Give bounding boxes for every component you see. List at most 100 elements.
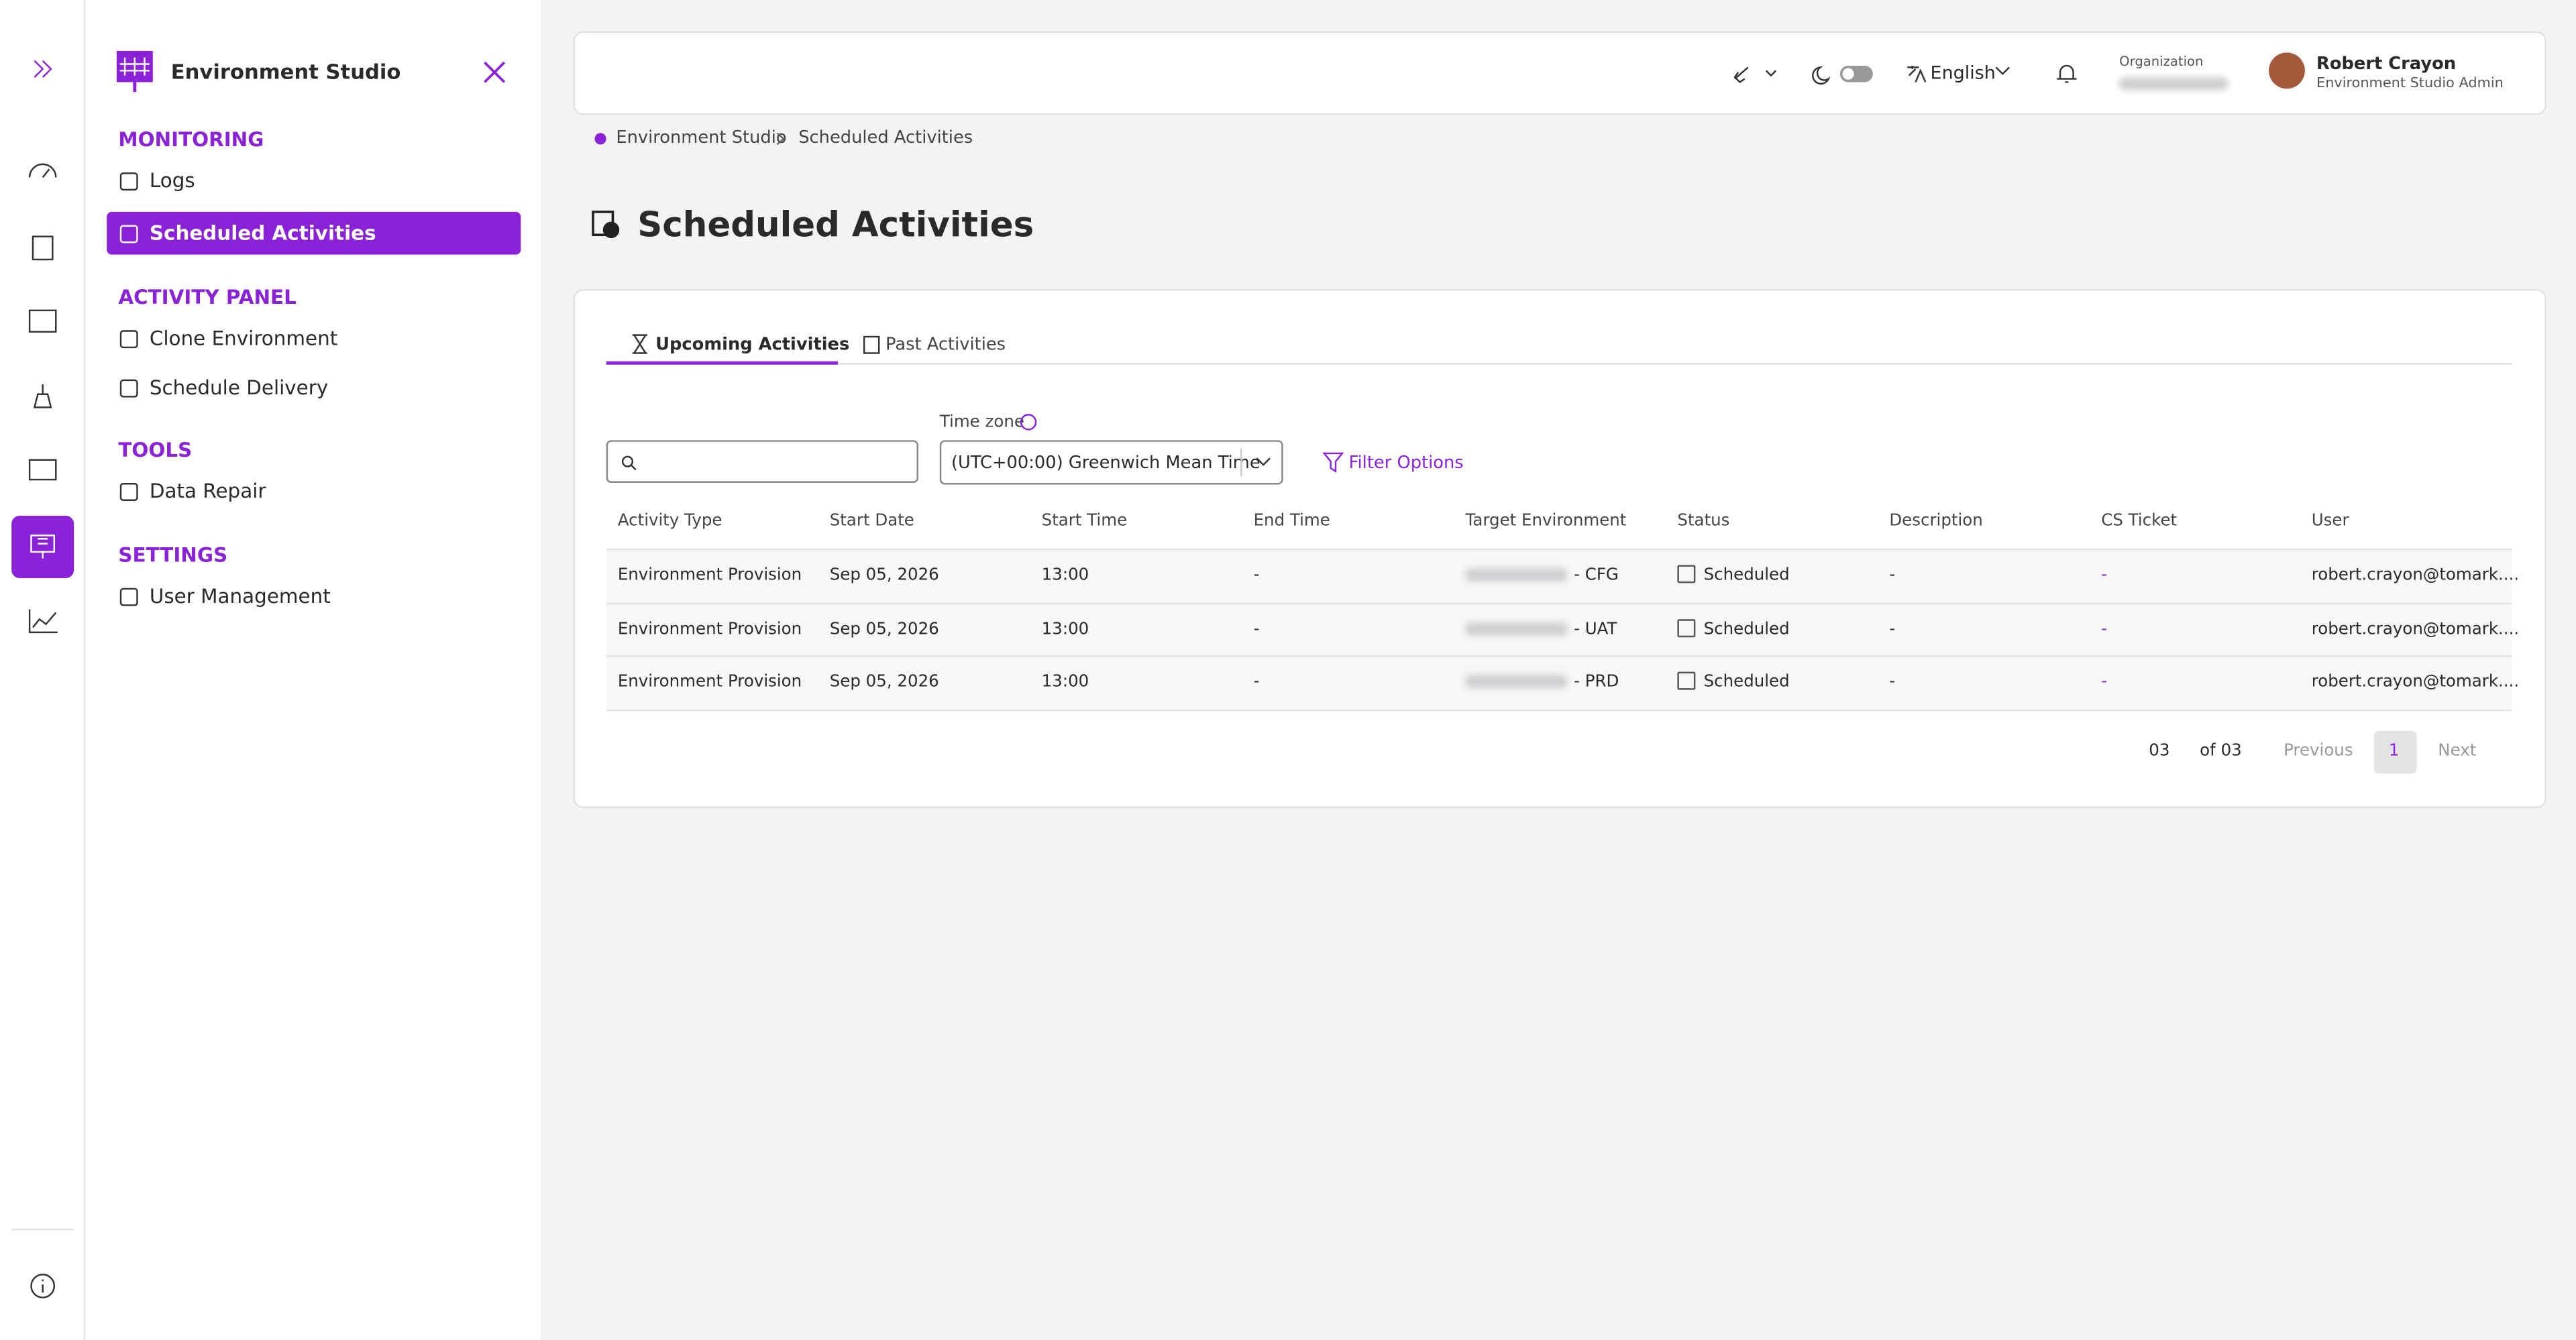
table-cell: - — [1253, 566, 1260, 585]
nav-item[interactable]: Data Repair — [149, 480, 266, 503]
content-card: Upcoming Activities Past Activities Time… — [573, 289, 2546, 808]
search-input[interactable] — [606, 440, 918, 484]
table-cell: - — [2101, 673, 2108, 692]
table-cell: robert.crayon@tomark.... — [2311, 620, 2520, 638]
section-heading: MONITORING — [118, 128, 264, 152]
close-button[interactable] — [484, 61, 506, 83]
table-cell: - UAT — [1574, 620, 1617, 638]
timezone-select[interactable]: (UTC+00:00) Greenwich Mean Time — [939, 440, 1283, 485]
page-size[interactable]: 03 — [2149, 742, 2170, 761]
timezone-label: Time zone — [939, 414, 1024, 433]
org-label: Organization — [2119, 54, 2204, 69]
breadcrumb-dot — [594, 133, 606, 145]
column-header: Start Time — [1041, 512, 1128, 531]
breadcrumb-sep — [776, 132, 786, 146]
icon-rail — [0, 0, 86, 1340]
bell[interactable] — [2057, 62, 2077, 84]
timezone-value: (UTC+00:00) Greenwich Mean Time — [951, 453, 1260, 473]
top-bar: English Organization Robert Crayon Envir… — [573, 31, 2546, 115]
status-icon — [1677, 565, 1696, 583]
table-cell: - — [1889, 566, 1896, 585]
nav-icons[interactable] — [28, 158, 58, 481]
target-env-blurred — [1465, 621, 1568, 635]
table-cell: Sep 05, 2026 — [829, 620, 939, 638]
target-env-blurred — [1465, 568, 1568, 581]
panel-title: Environment Studio — [170, 59, 401, 84]
column-header: Status — [1677, 512, 1730, 531]
toolbar-icons[interactable] — [1733, 64, 1873, 85]
column-header: End Time — [1253, 512, 1330, 531]
page-box — [2373, 730, 2417, 774]
table-cell: Scheduled — [1703, 566, 1790, 585]
logo — [116, 50, 153, 93]
chart-icon[interactable] — [28, 608, 58, 634]
nav-item[interactable]: User Management — [149, 584, 331, 608]
tab-active-underline — [606, 361, 838, 365]
tab[interactable]: Upcoming Activities — [655, 335, 850, 355]
language[interactable]: English — [1930, 62, 1996, 84]
table-cell: robert.crayon@tomark.... — [2311, 566, 2520, 585]
tab-line — [606, 363, 2512, 365]
nav-item[interactable]: Schedule Delivery — [149, 376, 329, 400]
column-header: Start Date — [829, 512, 914, 531]
nav-item[interactable]: Scheduled Activities — [149, 221, 376, 245]
table-cell: - — [2101, 620, 2108, 638]
table-cell: - — [1253, 620, 1260, 638]
page-title: Scheduled Activities — [637, 205, 1034, 245]
info-icon[interactable] — [30, 1273, 56, 1299]
column-header: Target Environment — [1465, 512, 1627, 531]
filter-button[interactable]: Filter Options — [1348, 453, 1464, 473]
status-icon — [1677, 671, 1696, 690]
breadcrumb: Scheduled Activities — [798, 128, 973, 148]
nav-icon — [119, 172, 138, 191]
table-cell: - — [2101, 566, 2108, 585]
table-cell: - — [1889, 620, 1896, 638]
expand-icon[interactable] — [32, 59, 54, 78]
table-cell: - — [1253, 673, 1260, 692]
table-cell: - — [1889, 673, 1896, 692]
side-panel: Environment Studio MONITORING Logs Schedul… — [85, 0, 541, 1340]
section-heading: TOOLS — [118, 438, 193, 462]
table-cell: Scheduled — [1703, 673, 1790, 692]
target-env-blurred — [1465, 675, 1568, 689]
table-cell: Environment Provision — [617, 673, 802, 692]
nav-icon — [119, 225, 138, 243]
table-cell: - CFG — [1574, 566, 1619, 585]
prev-button[interactable]: Previous — [2284, 742, 2353, 761]
divider — [11, 1228, 74, 1231]
nav-icon — [119, 588, 138, 606]
user-name: Robert Crayon — [2316, 54, 2457, 74]
table-cell: Sep 05, 2026 — [829, 673, 939, 692]
filter-icon — [1322, 452, 1344, 473]
table-cell: - PRD — [1574, 673, 1619, 692]
table-cell: Environment Provision — [617, 566, 802, 585]
next-button[interactable]: Next — [2438, 742, 2477, 761]
column-header: User — [2311, 512, 2349, 531]
status-icon — [1677, 618, 1696, 636]
user-role: Environment Studio Admin — [2316, 75, 2504, 93]
active-nav[interactable] — [11, 515, 74, 579]
active-item-bg — [107, 211, 521, 255]
nav-item[interactable]: Clone Environment — [149, 327, 338, 350]
page-number[interactable]: 1 — [2388, 742, 2400, 761]
tab[interactable]: Past Activities — [885, 335, 1006, 355]
table-cell: 13:00 — [1041, 673, 1089, 692]
table-cell: Sep 05, 2026 — [829, 566, 939, 585]
nav-icon — [119, 379, 138, 398]
table-cell: 13:00 — [1041, 620, 1089, 638]
page-count: of 03 — [2200, 742, 2242, 761]
breadcrumb[interactable]: Environment Studio — [616, 128, 787, 148]
select-sep — [1240, 448, 1242, 477]
nav-icon — [119, 330, 138, 349]
org-name-blurred — [2119, 77, 2228, 91]
section-heading: SETTINGS — [118, 543, 228, 567]
table-cell: 13:00 — [1041, 566, 1089, 585]
help-icon[interactable] — [1020, 414, 1037, 431]
nav-item[interactable]: Logs — [149, 169, 195, 192]
tab-icon — [863, 335, 880, 354]
table-cell: Scheduled — [1703, 620, 1790, 638]
column-header: Activity Type — [617, 512, 722, 531]
title-icon — [592, 211, 620, 239]
avatar — [2269, 52, 2305, 89]
